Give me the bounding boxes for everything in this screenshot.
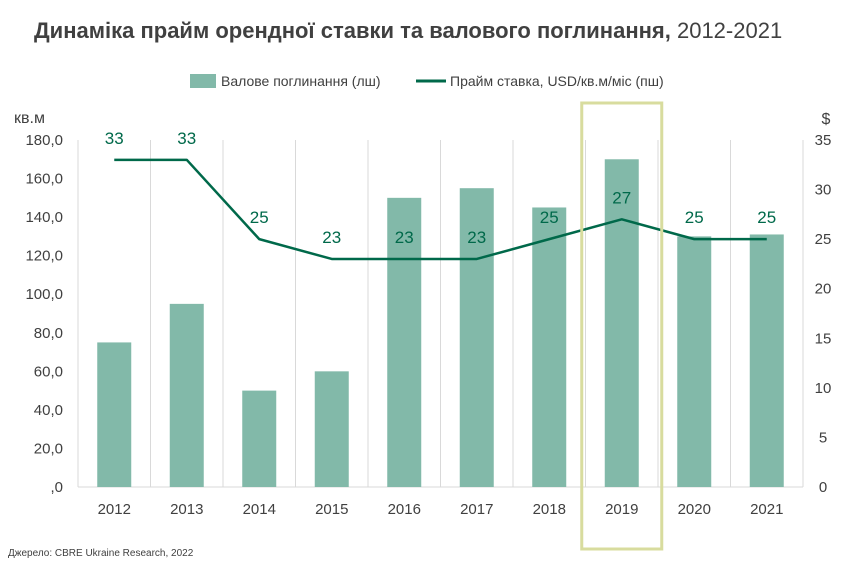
- left-axis-tick: 60,0: [34, 363, 63, 380]
- legend-bar-swatch: [190, 74, 216, 88]
- left-axis-tick: 140,0: [25, 209, 63, 226]
- left-axis-tick: 180,0: [25, 132, 63, 149]
- bar-2013: [169, 303, 204, 487]
- left-axis-tick: 100,0: [25, 286, 63, 303]
- bar-2018: [532, 207, 567, 487]
- line-data-label: 33: [177, 129, 196, 148]
- grid-layer: [77, 140, 804, 488]
- left-axis-tick: 20,0: [34, 440, 63, 457]
- left-axis-unit: кв.м: [14, 110, 45, 127]
- legend-bar-label: Валове поглинання (лш): [221, 73, 381, 89]
- axis-layer: ,0 20,0 40,0 60,0 80,0 100,0 120,0 140,0 160,0 18…: [14, 110, 831, 518]
- x-axis-tick: 2020: [678, 501, 711, 518]
- bar-2021: [749, 234, 784, 487]
- x-axis-tick: 2017: [460, 501, 493, 518]
- rent-line: [114, 158, 767, 261]
- line-data-label: 23: [322, 228, 341, 247]
- line-data-label: 23: [395, 228, 414, 247]
- x-axis-tick: 2012: [98, 501, 131, 518]
- line-data-label: 27: [612, 188, 631, 207]
- line-data-label: 23: [467, 228, 486, 247]
- left-axis-tick: 80,0: [34, 325, 63, 342]
- legend-layer: Валове поглинання (лш) Прайм ставка, USD/…: [190, 73, 664, 89]
- x-axis-tick: 2016: [388, 501, 421, 518]
- x-axis-tick: 2013: [170, 501, 203, 518]
- bar-2020: [677, 236, 712, 487]
- bar-2016: [387, 197, 422, 488]
- bar-2017: [459, 188, 494, 487]
- x-axis-tick: 2015: [315, 501, 348, 518]
- x-axis-tick: 2018: [533, 501, 566, 518]
- right-axis-tick: 30: [815, 182, 832, 199]
- line-data-label: 25: [757, 208, 776, 227]
- bar-2014: [242, 390, 277, 487]
- right-axis-tick: 25: [815, 231, 832, 248]
- right-axis-tick: 10: [815, 380, 832, 397]
- chart-title: Динаміка прайм орендної ставки та валово…: [34, 18, 782, 44]
- x-axis-tick: 2021: [750, 501, 783, 518]
- chart-title-years: 2012-2021: [670, 18, 783, 43]
- bar-2019: [604, 159, 639, 487]
- label-layer: 33 33 25 23 23 23 25 27 25 25: [105, 129, 776, 247]
- legend-line-label: Прайм ставка, USD/кв.м/міс (пш): [450, 73, 664, 89]
- line-layer: [114, 158, 767, 261]
- highlight-frame-2019: [580, 101, 664, 551]
- bar-layer: [97, 159, 784, 488]
- source-note: Джерело: CBRE Ukraine Research, 2022: [8, 548, 194, 559]
- left-axis-tick: 40,0: [34, 402, 63, 419]
- right-axis-tick: 0: [819, 479, 827, 496]
- left-axis-tick: 120,0: [25, 248, 63, 265]
- x-axis-tick: 2019: [605, 501, 638, 518]
- left-axis-tick: 160,0: [25, 171, 63, 188]
- bar-2012: [97, 342, 132, 487]
- right-axis-tick: 15: [815, 330, 832, 347]
- highlight-layer: [580, 101, 664, 551]
- right-axis-unit: $: [822, 111, 831, 128]
- line-data-label: 25: [540, 208, 559, 227]
- right-axis-tick: 5: [819, 429, 827, 446]
- x-axis-tick: 2014: [243, 501, 276, 518]
- chart-title-main: Динаміка прайм орендної ставки та валово…: [34, 18, 671, 43]
- right-axis-tick: 20: [815, 281, 832, 298]
- bar-2015: [314, 371, 349, 487]
- right-axis-tick: 35: [815, 132, 832, 149]
- left-axis-tick: ,0: [50, 479, 63, 496]
- line-data-label: 25: [685, 208, 704, 227]
- line-data-label: 25: [250, 208, 269, 227]
- line-data-label: 33: [105, 129, 124, 148]
